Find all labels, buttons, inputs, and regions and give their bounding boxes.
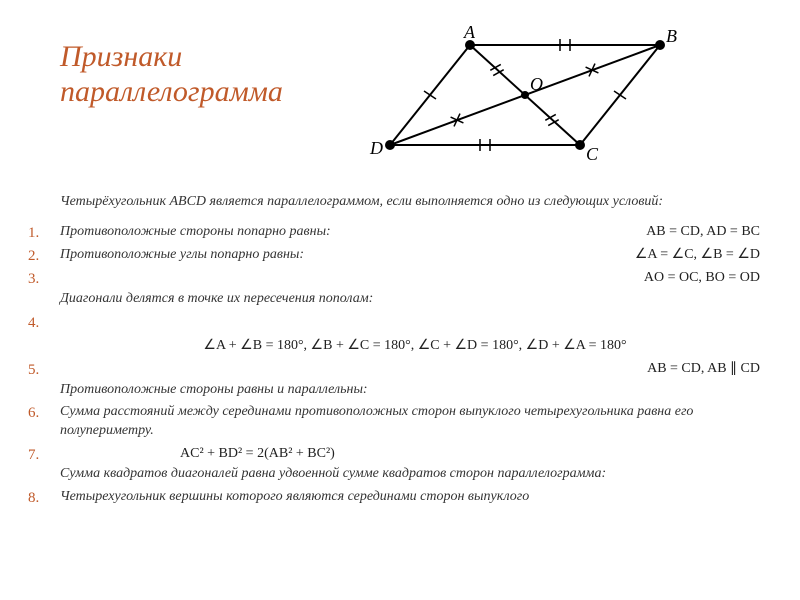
item-math: AB = CD, AD = BC: [345, 223, 770, 242]
vertex-label-c: C: [586, 144, 599, 164]
vertex-label-d: D: [369, 138, 383, 158]
item-math: ∠A + ∠B = 180°, ∠B + ∠C = 180°, ∠C + ∠D …: [60, 337, 770, 356]
intro-text: Четырёхугольник ABCD является параллелог…: [60, 193, 770, 211]
page-title: Признаки параллелограмма: [60, 40, 350, 109]
item-text: Диагонали делятся в точке их пересечения…: [60, 291, 373, 306]
item-math: AO = OC, BO = OD: [60, 269, 770, 288]
list-item: AB = CD, AB ∥ CD Противоположные стороны…: [60, 360, 770, 400]
item-text: Противоположные углы попарно равны:: [60, 246, 304, 265]
list-item: ∠A + ∠B = 180°, ∠B + ∠C = 180°, ∠C + ∠D …: [60, 313, 770, 356]
vertex-label-b: B: [666, 26, 677, 46]
item-math: AC² + BD² = 2(AB² + BC²): [180, 445, 335, 464]
item-text: Четырехугольник вершины которого являютс…: [60, 489, 529, 504]
vertex-label-a: A: [463, 22, 476, 42]
vertex-label-o: O: [530, 74, 543, 94]
list-item: Противоположные углы попарно равны: ∠A =…: [60, 246, 770, 265]
item-math: AB = CD, AB ∥ CD: [60, 360, 770, 379]
list-item: Противоположные стороны попарно равны: A…: [60, 223, 770, 242]
criteria-list: Противоположные стороны попарно равны: A…: [60, 223, 770, 507]
list-item: AO = OC, BO = OD Диагонали делятся в точ…: [60, 269, 770, 309]
list-item: Сумма расстояний между серединами против…: [60, 403, 770, 441]
item-text: Сумма расстояний между серединами против…: [60, 404, 693, 438]
list-item: AC² + BD² = 2(AB² + BC²) Сумма квадратов…: [60, 445, 770, 484]
parallelogram-diagram: A B C D O: [360, 20, 690, 175]
item-text: Противоположные стороны равны и параллел…: [60, 382, 368, 397]
list-item: Четырехугольник вершины которого являютс…: [60, 488, 770, 507]
item-text: Сумма квадратов диагоналей равна удвоенн…: [60, 466, 606, 481]
item-text: Противоположные стороны попарно равны:: [60, 223, 331, 242]
item-math: ∠A = ∠C, ∠B = ∠D: [318, 246, 770, 265]
